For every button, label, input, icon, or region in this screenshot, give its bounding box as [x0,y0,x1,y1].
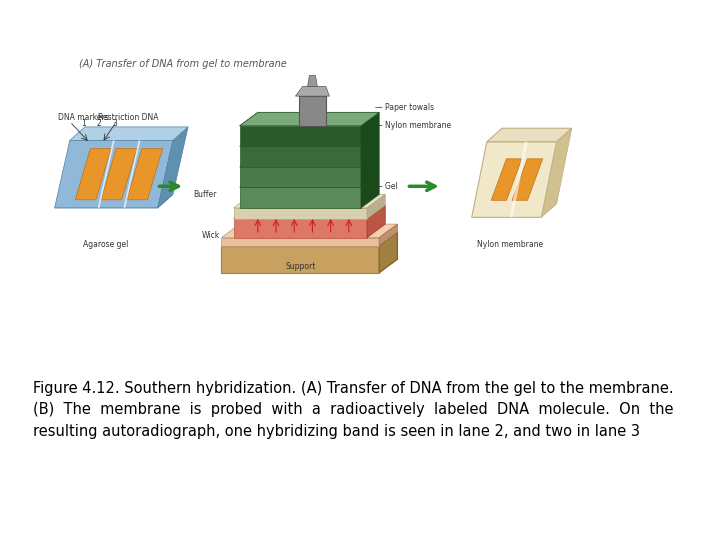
Polygon shape [222,224,397,238]
Polygon shape [299,96,325,126]
Polygon shape [240,167,361,187]
Polygon shape [101,148,137,200]
Polygon shape [541,128,572,217]
Text: Restriction DNA: Restriction DNA [99,112,159,122]
Polygon shape [361,112,379,146]
Text: 2: 2 [96,119,102,128]
Text: DNA markers: DNA markers [58,112,109,122]
Polygon shape [379,224,397,246]
Polygon shape [127,148,163,200]
Polygon shape [222,246,379,273]
Text: — Paper towals: — Paper towals [375,104,434,112]
Polygon shape [240,112,379,126]
Polygon shape [55,194,173,208]
Polygon shape [487,128,572,141]
Polygon shape [240,174,379,187]
Polygon shape [510,141,528,217]
Polygon shape [491,159,522,200]
Polygon shape [233,219,367,238]
Polygon shape [158,127,188,208]
Text: 3: 3 [113,119,117,128]
Polygon shape [512,159,543,200]
Polygon shape [240,153,379,167]
Text: resulting autoradiograph, one hybridizing band is seen in lane 2, and two in lan: resulting autoradiograph, one hybridizin… [33,424,640,439]
Polygon shape [222,238,379,246]
Polygon shape [70,127,188,140]
Text: Figure 4.12. Southern hybridization. (A) Transfer of DNA from the gel to the mem: Figure 4.12. Southern hybridization. (A)… [33,381,674,396]
Polygon shape [240,146,361,167]
Text: Support: Support [285,262,315,271]
Text: (A) Transfer of DNA from gel to membrane: (A) Transfer of DNA from gel to membrane [79,59,287,70]
Polygon shape [233,208,367,219]
Text: (B)  The  membrane  is  probed  with  a  radioactively  labeled  DNA  molecule. : (B) The membrane is probed with a radioa… [33,402,674,417]
Polygon shape [240,126,361,146]
Text: Wick: Wick [202,231,220,240]
Polygon shape [123,140,140,208]
Polygon shape [367,205,385,238]
Polygon shape [233,205,385,219]
Polygon shape [361,153,379,187]
Text: 1: 1 [81,119,86,128]
Polygon shape [75,148,111,200]
Polygon shape [240,187,361,208]
Polygon shape [222,259,397,273]
Polygon shape [240,232,397,259]
Text: — Nylon membrane: — Nylon membrane [375,121,451,130]
Text: Buffer: Buffer [193,190,216,199]
Text: Nylon membrane: Nylon membrane [477,240,543,249]
Text: — Gel: — Gel [375,182,397,191]
Polygon shape [240,133,379,146]
Text: Agarose gel: Agarose gel [84,240,129,249]
Polygon shape [98,140,114,208]
Polygon shape [361,174,379,208]
Polygon shape [379,232,397,273]
Polygon shape [295,86,330,96]
Polygon shape [233,194,385,208]
Polygon shape [307,76,318,86]
Polygon shape [55,140,173,208]
Polygon shape [240,112,379,126]
Polygon shape [367,194,385,219]
Polygon shape [361,133,379,167]
Polygon shape [472,141,557,217]
